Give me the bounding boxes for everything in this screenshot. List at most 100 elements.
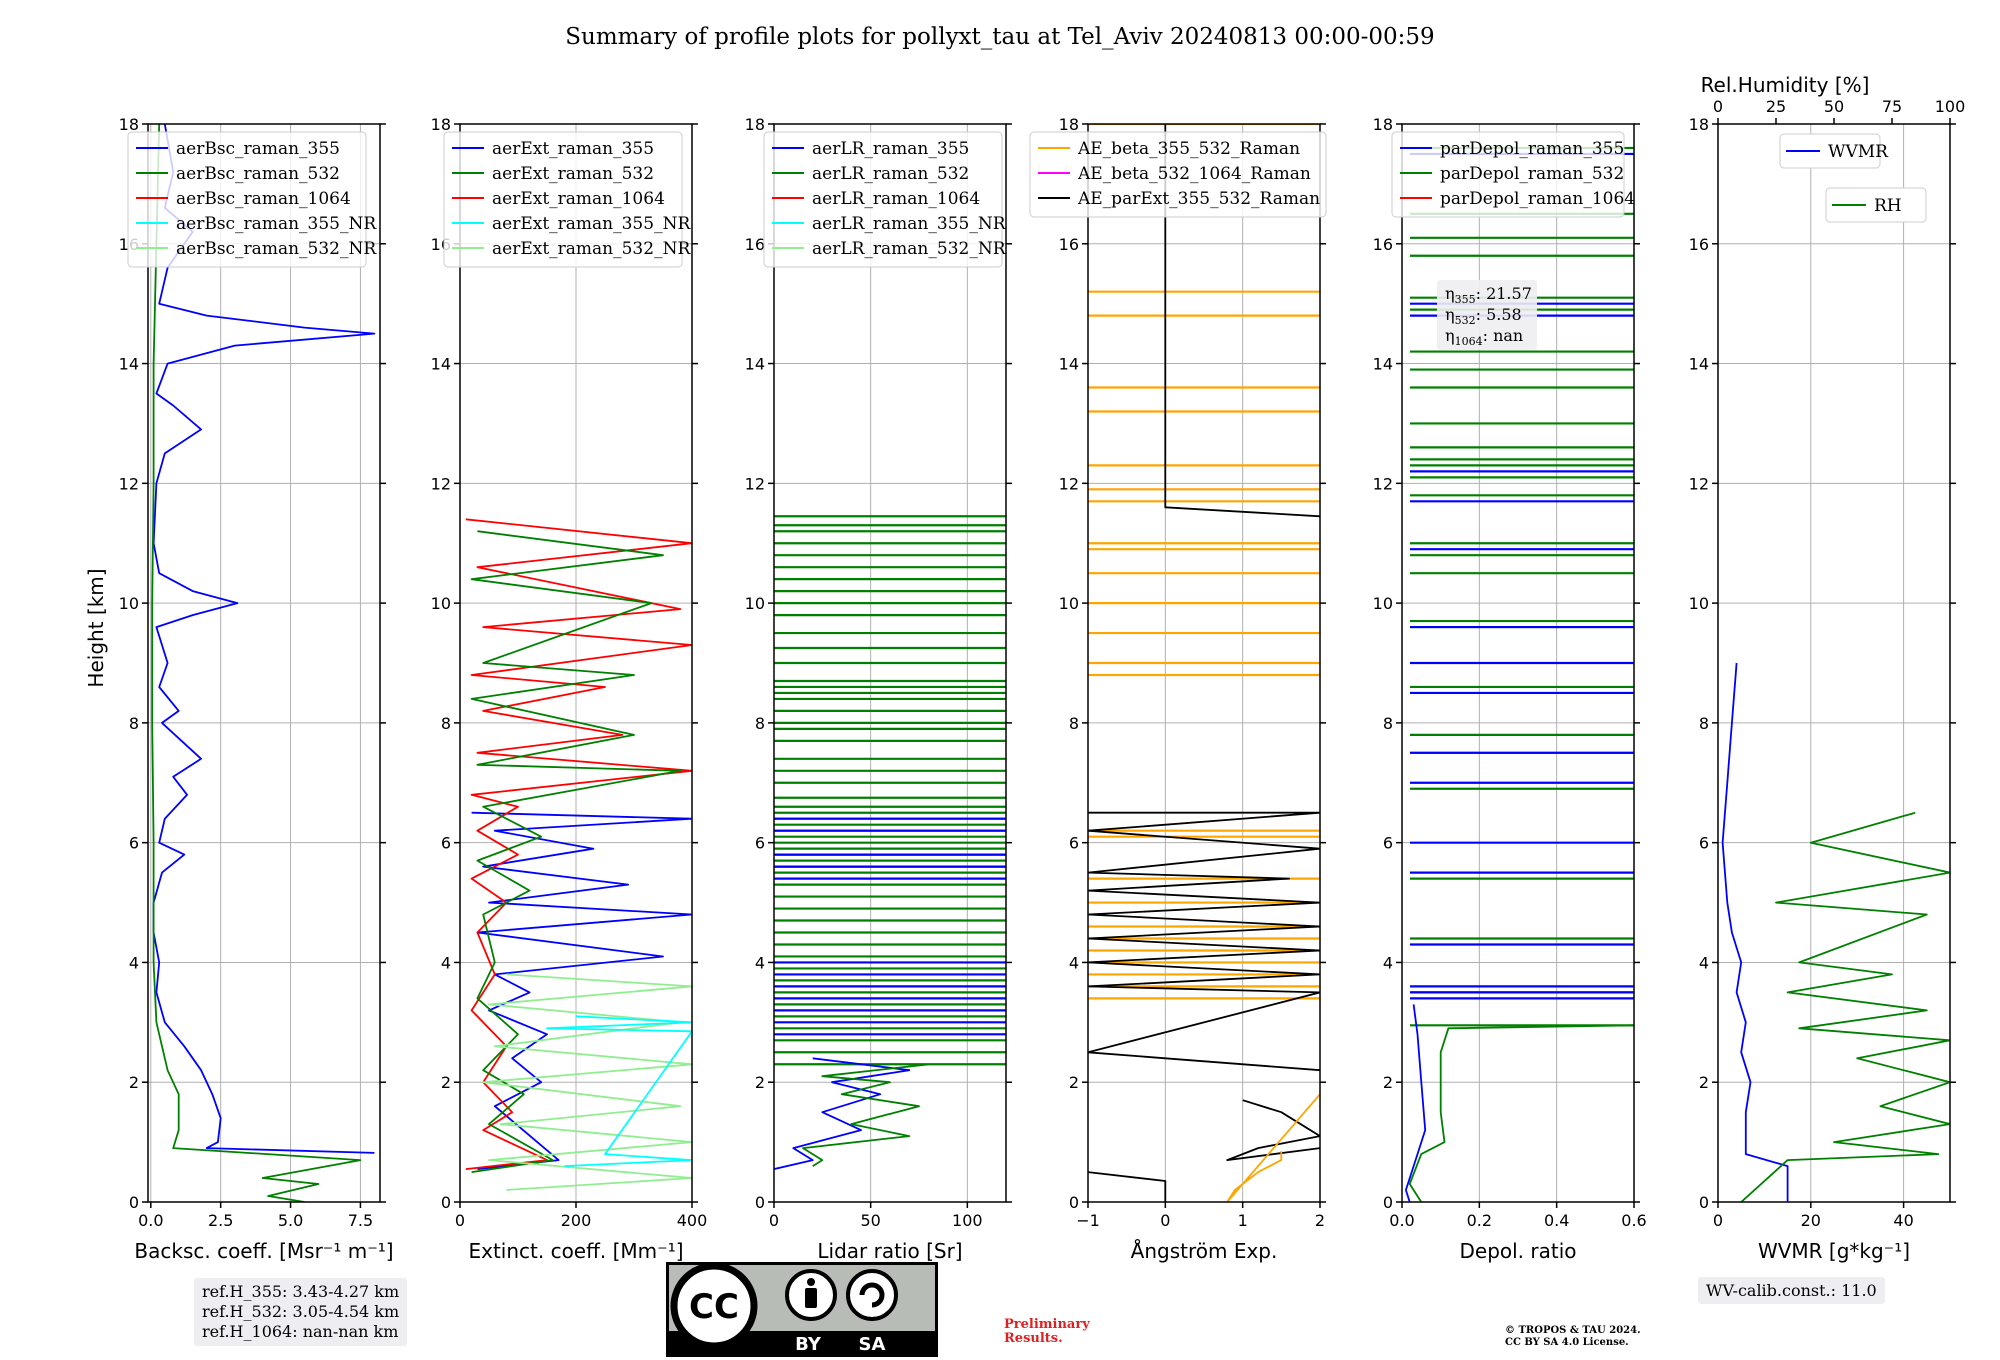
legend-box [1391, 131, 1625, 218]
x-axis-label-ae: Ångström Exp. [1131, 1239, 1278, 1263]
y-tick-label: 2 [1383, 1073, 1393, 1092]
legend-label: aerLR_raman_355 [812, 139, 969, 159]
legend-label: parDepol_raman_1064 [1440, 189, 1635, 209]
y-tick-label: 8 [441, 714, 451, 733]
legend-box [1825, 187, 1927, 223]
y-tick-label: 8 [1699, 714, 1709, 733]
y-tick-label: 8 [1069, 714, 1079, 733]
y-tick-label: 8 [1383, 714, 1393, 733]
y-tick-label: 0 [1383, 1193, 1393, 1212]
legend-box [763, 131, 1003, 268]
legend-label: AE_parExt_355_532_Raman [1077, 189, 1320, 209]
y-tick-label: 10 [1373, 594, 1393, 613]
eta-value-355: η355: 21.57 [1445, 284, 1532, 306]
y-tick-label: 18 [1373, 115, 1393, 134]
legend-box [1779, 133, 1881, 169]
y-tick-label: 14 [119, 355, 139, 374]
y-tick-label: 4 [129, 953, 139, 972]
series-line-AE_parExt_355_532_Raman [1164, 124, 1320, 518]
y-tick-label: 12 [119, 474, 139, 493]
series-line-aerBsc_raman_532 [151, 124, 362, 1202]
panel-data-ext [465, 518, 692, 1191]
copyright-note: © TROPOS & TAU 2024. CC BY SA 4.0 Licens… [1505, 1325, 1641, 1349]
panel-frame [1401, 123, 1635, 1203]
series-line-aerExt_raman_532 [470, 530, 682, 1173]
legend-label: aerExt_raman_355 [492, 139, 654, 159]
legend-label: aerBsc_raman_532 [176, 164, 340, 184]
legend-label: aerBsc_raman_355_NR [176, 214, 377, 234]
y-tick-label: 0 [441, 1193, 451, 1212]
series-line-aerLR_raman_355 [774, 1057, 911, 1170]
eta-value-1064: η1064: nan [1445, 326, 1523, 348]
y-tick-label: 10 [1689, 594, 1709, 613]
panel-data-bsc [151, 124, 376, 1202]
x-tick-label: 100 [952, 1211, 983, 1230]
y-tick-label: 12 [1689, 474, 1709, 493]
y-tick-label: 0 [1699, 1193, 1709, 1212]
x-tick-label: −1 [1076, 1211, 1100, 1230]
y-tick-label: 6 [1069, 834, 1079, 853]
panel-frame [459, 123, 693, 1203]
legend-bsc: aerBsc_raman_355 aerBsc_raman_532 aerBsc_r… [127, 131, 377, 268]
y-tick-label: 2 [1069, 1073, 1079, 1092]
y-tick-label: 12 [431, 474, 451, 493]
x-tick-label: 0.0 [1389, 1211, 1414, 1230]
x-axis-label-lr: Lidar ratio [Sr] [817, 1239, 962, 1263]
cc-glyph: CC [689, 1287, 739, 1327]
by-person-head-icon [807, 1278, 815, 1286]
y-tick-label: 18 [745, 115, 765, 134]
x-tick-label: 0 [1713, 1211, 1723, 1230]
y-tick-label: 10 [431, 594, 451, 613]
legend-label: aerLR_raman_532_NR [812, 239, 1007, 259]
copyright-line-2: CC BY SA 4.0 License. [1505, 1337, 1629, 1348]
panel-frame [1717, 123, 1951, 1203]
wv-calib-box: WV-calib.const.: 11.0 [1698, 1277, 1885, 1304]
y-tick-label: 2 [1699, 1073, 1709, 1092]
sa-icon [846, 1269, 898, 1321]
y-tick-label: 2 [755, 1073, 765, 1092]
legend-label: parDepol_raman_532 [1440, 164, 1624, 184]
series-line-AE_parExt_low2 [1226, 1099, 1320, 1161]
y-tick-label: 4 [1069, 953, 1079, 972]
y-tick-label: 16 [745, 235, 765, 254]
legend-label: aerExt_raman_355_NR [492, 214, 691, 234]
legend-label: RH [1874, 196, 1902, 216]
series-line-WVMR [1721, 662, 1789, 1202]
legend-ae: AE_beta_355_532_Raman AE_beta_532_1064_Ra… [1029, 131, 1327, 218]
y-tick-label: 0 [1069, 1193, 1079, 1212]
x-tick-label: 40 [1893, 1211, 1913, 1230]
legend-label: aerExt_raman_1064 [492, 189, 665, 209]
preliminary-line-1: Preliminary [1004, 1317, 1090, 1332]
series-line-aerExt_raman_355 [471, 811, 692, 1170]
ref-height-1064: ref.H_1064: nan-nan km [202, 1322, 399, 1341]
legend-label: AE_beta_355_532_Raman [1077, 139, 1300, 159]
x-tick-label: 7.5 [348, 1211, 373, 1230]
x-tick-label: 0.2 [1467, 1211, 1492, 1230]
legend-label: aerExt_raman_532 [492, 164, 654, 184]
y-tick-label: 4 [755, 953, 765, 972]
legend-label: aerLR_raman_1064 [812, 189, 980, 209]
legend-label: AE_beta_532_1064_Raman [1077, 164, 1311, 184]
x-tick-label: 2 [1315, 1211, 1325, 1230]
y-tick-label: 14 [1373, 355, 1393, 374]
panel-frame [773, 123, 1007, 1203]
y-tick-label: 14 [1689, 355, 1709, 374]
y-tick-label: 2 [441, 1073, 451, 1092]
series-line-AE_parExt_low3 [1088, 1171, 1167, 1202]
x-axis-label-wv: WVMR [g*kg⁻¹] [1758, 1239, 1910, 1263]
x-axis-label-depol: Depol. ratio [1459, 1239, 1576, 1263]
legend-label: aerBsc_raman_1064 [176, 189, 351, 209]
x-tick-label: 20 [1801, 1211, 1821, 1230]
legend-label: WVMR [1828, 142, 1889, 162]
legend-label: parDepol_raman_355 [1440, 139, 1624, 159]
x-tick-label: 0.6 [1621, 1211, 1646, 1230]
figure-title: Summary of profile plots for pollyxt_tau… [565, 24, 1434, 50]
y-tick-label: 6 [129, 834, 139, 853]
x-axis-label-bsc: Backsc. coeff. [Msr⁻¹ m⁻¹] [134, 1239, 393, 1263]
y-tick-label: 4 [1383, 953, 1393, 972]
y-tick-label: 2 [129, 1073, 139, 1092]
